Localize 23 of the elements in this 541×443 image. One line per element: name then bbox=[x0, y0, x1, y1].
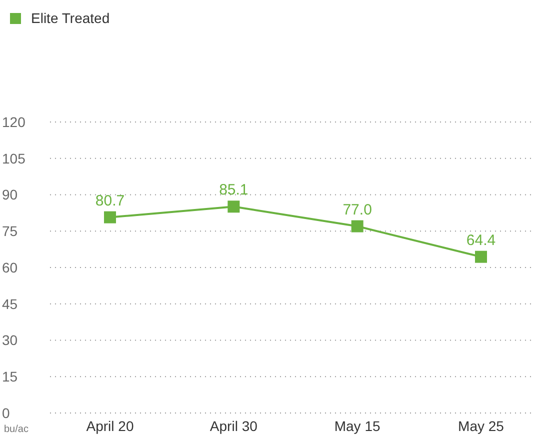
y-tick-label: 90 bbox=[2, 186, 18, 203]
y-tick-label: 15 bbox=[2, 368, 18, 385]
y-tick-label: 0 bbox=[2, 404, 10, 421]
y-tick-label: 30 bbox=[2, 332, 18, 348]
text: 80.7 bbox=[95, 192, 125, 210]
y-tick-label: 45 bbox=[2, 296, 18, 312]
text: 64.4 bbox=[466, 232, 496, 249]
text: 77.0 bbox=[342, 201, 372, 218]
point bbox=[228, 200, 240, 213]
legend-label: Elite Treated bbox=[31, 10, 110, 26]
text: 85.1 bbox=[219, 182, 248, 199]
y-tick-label: 75 bbox=[2, 223, 18, 240]
y-tick-label: 120 bbox=[2, 114, 26, 130]
y-tick-label: 60 bbox=[2, 259, 18, 276]
point bbox=[475, 250, 487, 263]
x-tick-label: April 30 bbox=[210, 418, 258, 434]
point bbox=[351, 220, 364, 232]
x-tick-label: May 25 bbox=[458, 418, 504, 434]
x-tick-label: April 20 bbox=[86, 418, 134, 434]
point bbox=[104, 211, 116, 224]
text: bu/ac bbox=[4, 424, 28, 435]
x-tick-label: May 15 bbox=[334, 418, 380, 434]
y-tick-label: 105 bbox=[2, 150, 26, 166]
